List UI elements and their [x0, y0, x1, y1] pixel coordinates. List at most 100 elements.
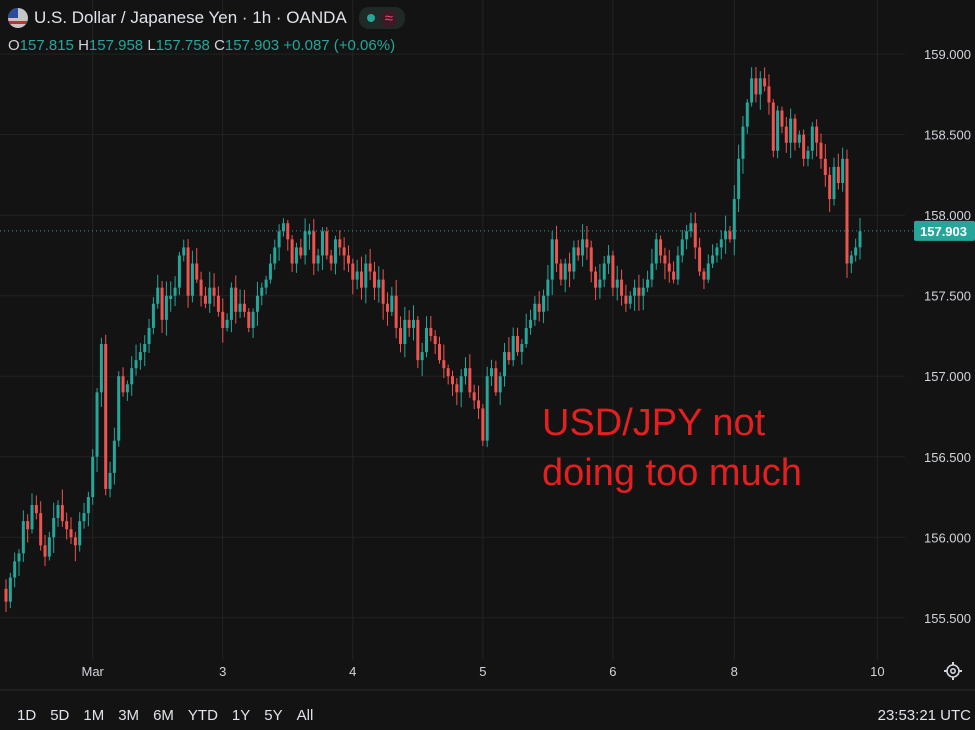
y-tick-label: 158.000 — [924, 208, 971, 223]
candle-body — [819, 142, 823, 159]
wave-icon: ≈ — [380, 9, 397, 27]
y-tick-label: 159.000 — [924, 47, 971, 62]
candle-body — [780, 110, 784, 127]
candle-body — [784, 126, 788, 143]
candle-body — [676, 255, 680, 280]
candle-body — [793, 118, 797, 143]
price-axis: 159.000 158.500 158.000 157.500 157.000 156.5… — [924, 47, 971, 626]
candle-body — [52, 517, 56, 538]
candle-body — [797, 134, 801, 143]
y-tick-label: 158.500 — [924, 128, 971, 143]
price-chart[interactable]: 159.000 158.500 158.000 157.500 157.000 156.5… — [0, 0, 975, 700]
candle-body — [338, 239, 342, 248]
candle-body — [559, 263, 563, 280]
candle-body — [420, 352, 424, 361]
range-5y[interactable]: 5Y — [264, 707, 283, 724]
candle-body — [372, 271, 376, 288]
candle-body — [177, 255, 181, 288]
candle-body — [776, 110, 780, 151]
last-price-label: 157.903 — [920, 224, 967, 239]
candle-body — [251, 311, 255, 328]
candle-body — [745, 102, 749, 127]
candle-body — [576, 247, 580, 256]
candle-body — [268, 263, 272, 280]
symbol-title[interactable]: U.S. Dollar / Japanese Yen · 1h · OANDA — [34, 8, 347, 27]
candle-body — [628, 295, 632, 304]
candle-body — [836, 166, 840, 183]
candle-body — [433, 335, 437, 345]
candle-body — [507, 352, 511, 361]
range-all[interactable]: All — [296, 707, 314, 724]
range-ytd[interactable]: YTD — [187, 707, 218, 724]
candle-body — [238, 303, 242, 312]
candle-body — [329, 255, 333, 264]
candle-body — [355, 271, 359, 280]
candle-body — [99, 344, 103, 393]
candle-body — [138, 352, 142, 361]
candle-body — [8, 577, 12, 602]
candle-body — [151, 303, 155, 328]
candle-body — [359, 271, 363, 288]
candle-body — [602, 263, 606, 280]
low-key: L — [147, 37, 156, 54]
candle-body — [750, 78, 754, 103]
ohlc-legend: O157.815 H157.958 L157.758 C157.903 +0.0… — [8, 37, 395, 54]
candle-body — [672, 271, 676, 280]
candle-body — [763, 78, 767, 87]
candle-body — [841, 158, 845, 183]
candle-body — [689, 223, 693, 232]
settings-gear-icon[interactable] — [942, 660, 964, 682]
range-3m[interactable]: 3M — [118, 707, 140, 724]
range-1m[interactable]: 1M — [83, 707, 105, 724]
candle-body — [411, 319, 415, 328]
candle-body — [377, 279, 381, 288]
range-6m[interactable]: 6M — [153, 707, 174, 724]
candle-body — [125, 384, 129, 393]
y-tick-label: 157.500 — [924, 289, 971, 304]
candle-body — [555, 239, 559, 264]
candle-body — [121, 376, 125, 393]
candle-body — [346, 255, 350, 264]
candle-body — [255, 295, 259, 312]
candle-body — [472, 392, 476, 401]
time-axis: Mar 3 4 5 6 8 10 — [82, 664, 885, 679]
candle-body — [546, 279, 550, 296]
x-tick-label: 3 — [219, 664, 226, 679]
candle-body — [312, 231, 316, 264]
candle-body — [789, 118, 793, 143]
symbol-header[interactable]: U.S. Dollar / Japanese Yen · 1h · OANDA … — [8, 6, 405, 30]
candle-body — [446, 368, 450, 377]
candle-body — [581, 239, 585, 256]
chart-grid — [0, 0, 975, 691]
candle-body — [550, 239, 554, 280]
candle-body — [719, 239, 723, 248]
range-1y[interactable]: 1Y — [231, 707, 251, 724]
candle-body — [260, 287, 264, 296]
utc-clock[interactable]: 23:53:21 UTC — [877, 707, 971, 724]
candle-body — [229, 287, 233, 320]
candle-body — [216, 295, 220, 312]
candle-body — [572, 247, 576, 272]
candle-body — [117, 376, 121, 441]
candle-body — [646, 279, 650, 288]
candle-body — [477, 400, 481, 409]
candle-body — [542, 295, 546, 312]
candle-body — [741, 126, 745, 159]
candle-body — [589, 247, 593, 272]
candle-body — [633, 287, 637, 296]
candle-body — [663, 255, 667, 264]
candle-body — [208, 287, 212, 304]
candle-body — [281, 223, 285, 232]
candle-body — [303, 231, 307, 256]
candle-body — [385, 303, 389, 312]
candle-body — [403, 319, 407, 345]
x-tick-label: 8 — [731, 664, 738, 679]
market-status[interactable]: ≈ — [358, 7, 405, 29]
range-5d[interactable]: 5D — [50, 707, 70, 724]
range-1d[interactable]: 1D — [17, 707, 37, 724]
candle-body — [173, 287, 177, 296]
candle-body — [620, 279, 624, 296]
candle-body — [398, 327, 402, 345]
candle-body — [438, 344, 442, 361]
candle-body — [459, 376, 463, 393]
